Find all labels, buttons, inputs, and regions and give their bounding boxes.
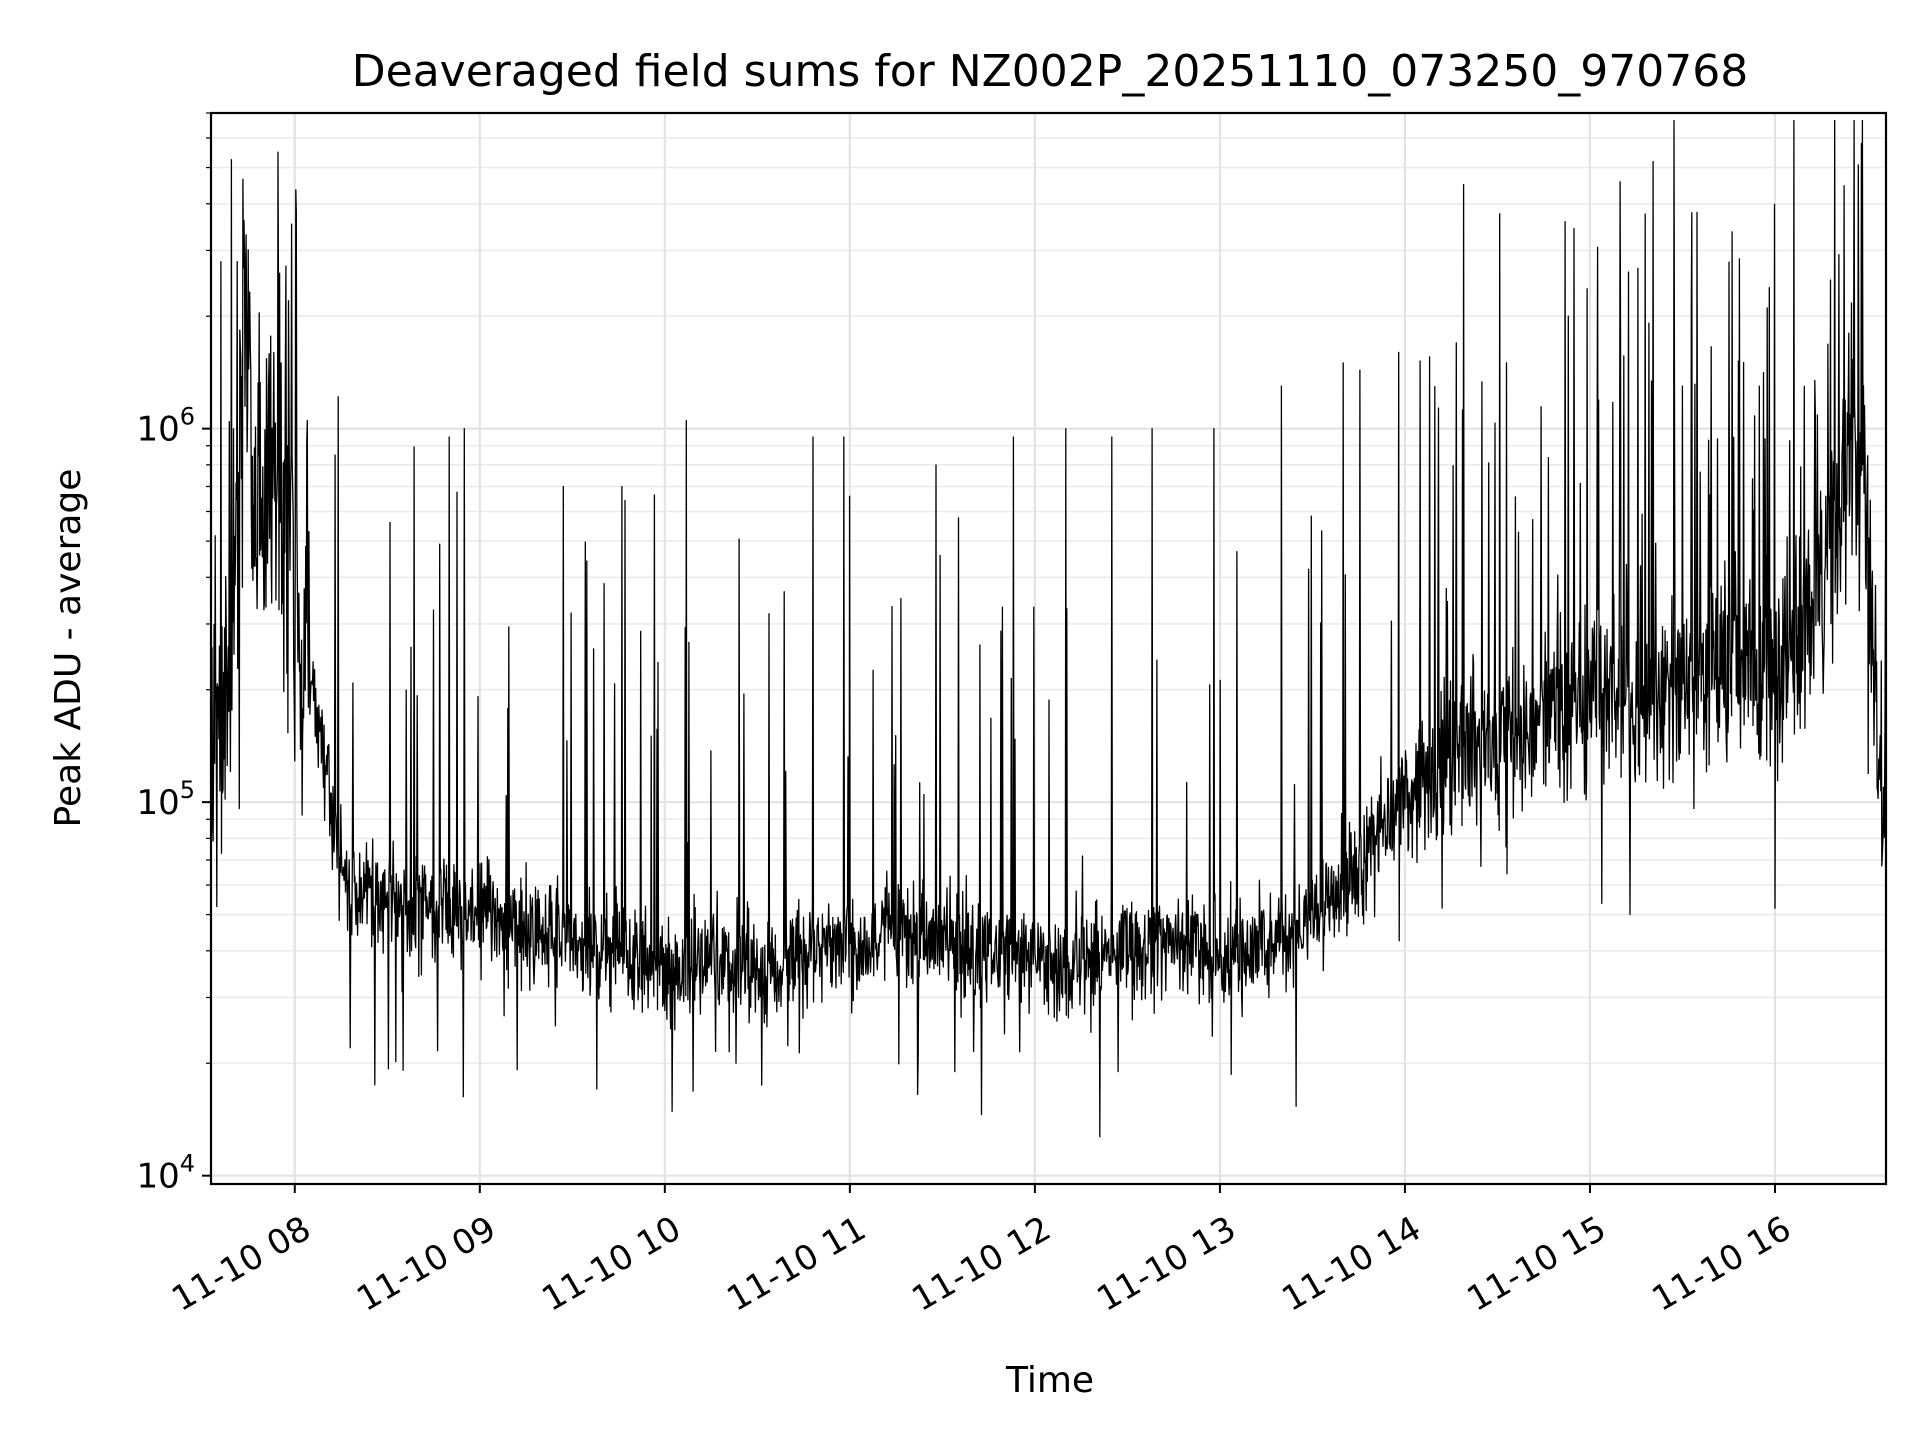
chart-title: Deaveraged field sums for NZ002P_2025111…	[352, 46, 1748, 97]
plot-area	[210, 119, 1887, 1138]
y-tick-label: 104	[136, 1150, 195, 1197]
y-tick-label: 105	[136, 776, 195, 823]
plot-frame	[209, 111, 1888, 1186]
y-axis-label: Peak ADU - average	[48, 469, 89, 828]
x-axis-label: Time	[1005, 1360, 1094, 1401]
y-tick-label: 106	[136, 403, 195, 450]
series-line	[210, 119, 1887, 1138]
